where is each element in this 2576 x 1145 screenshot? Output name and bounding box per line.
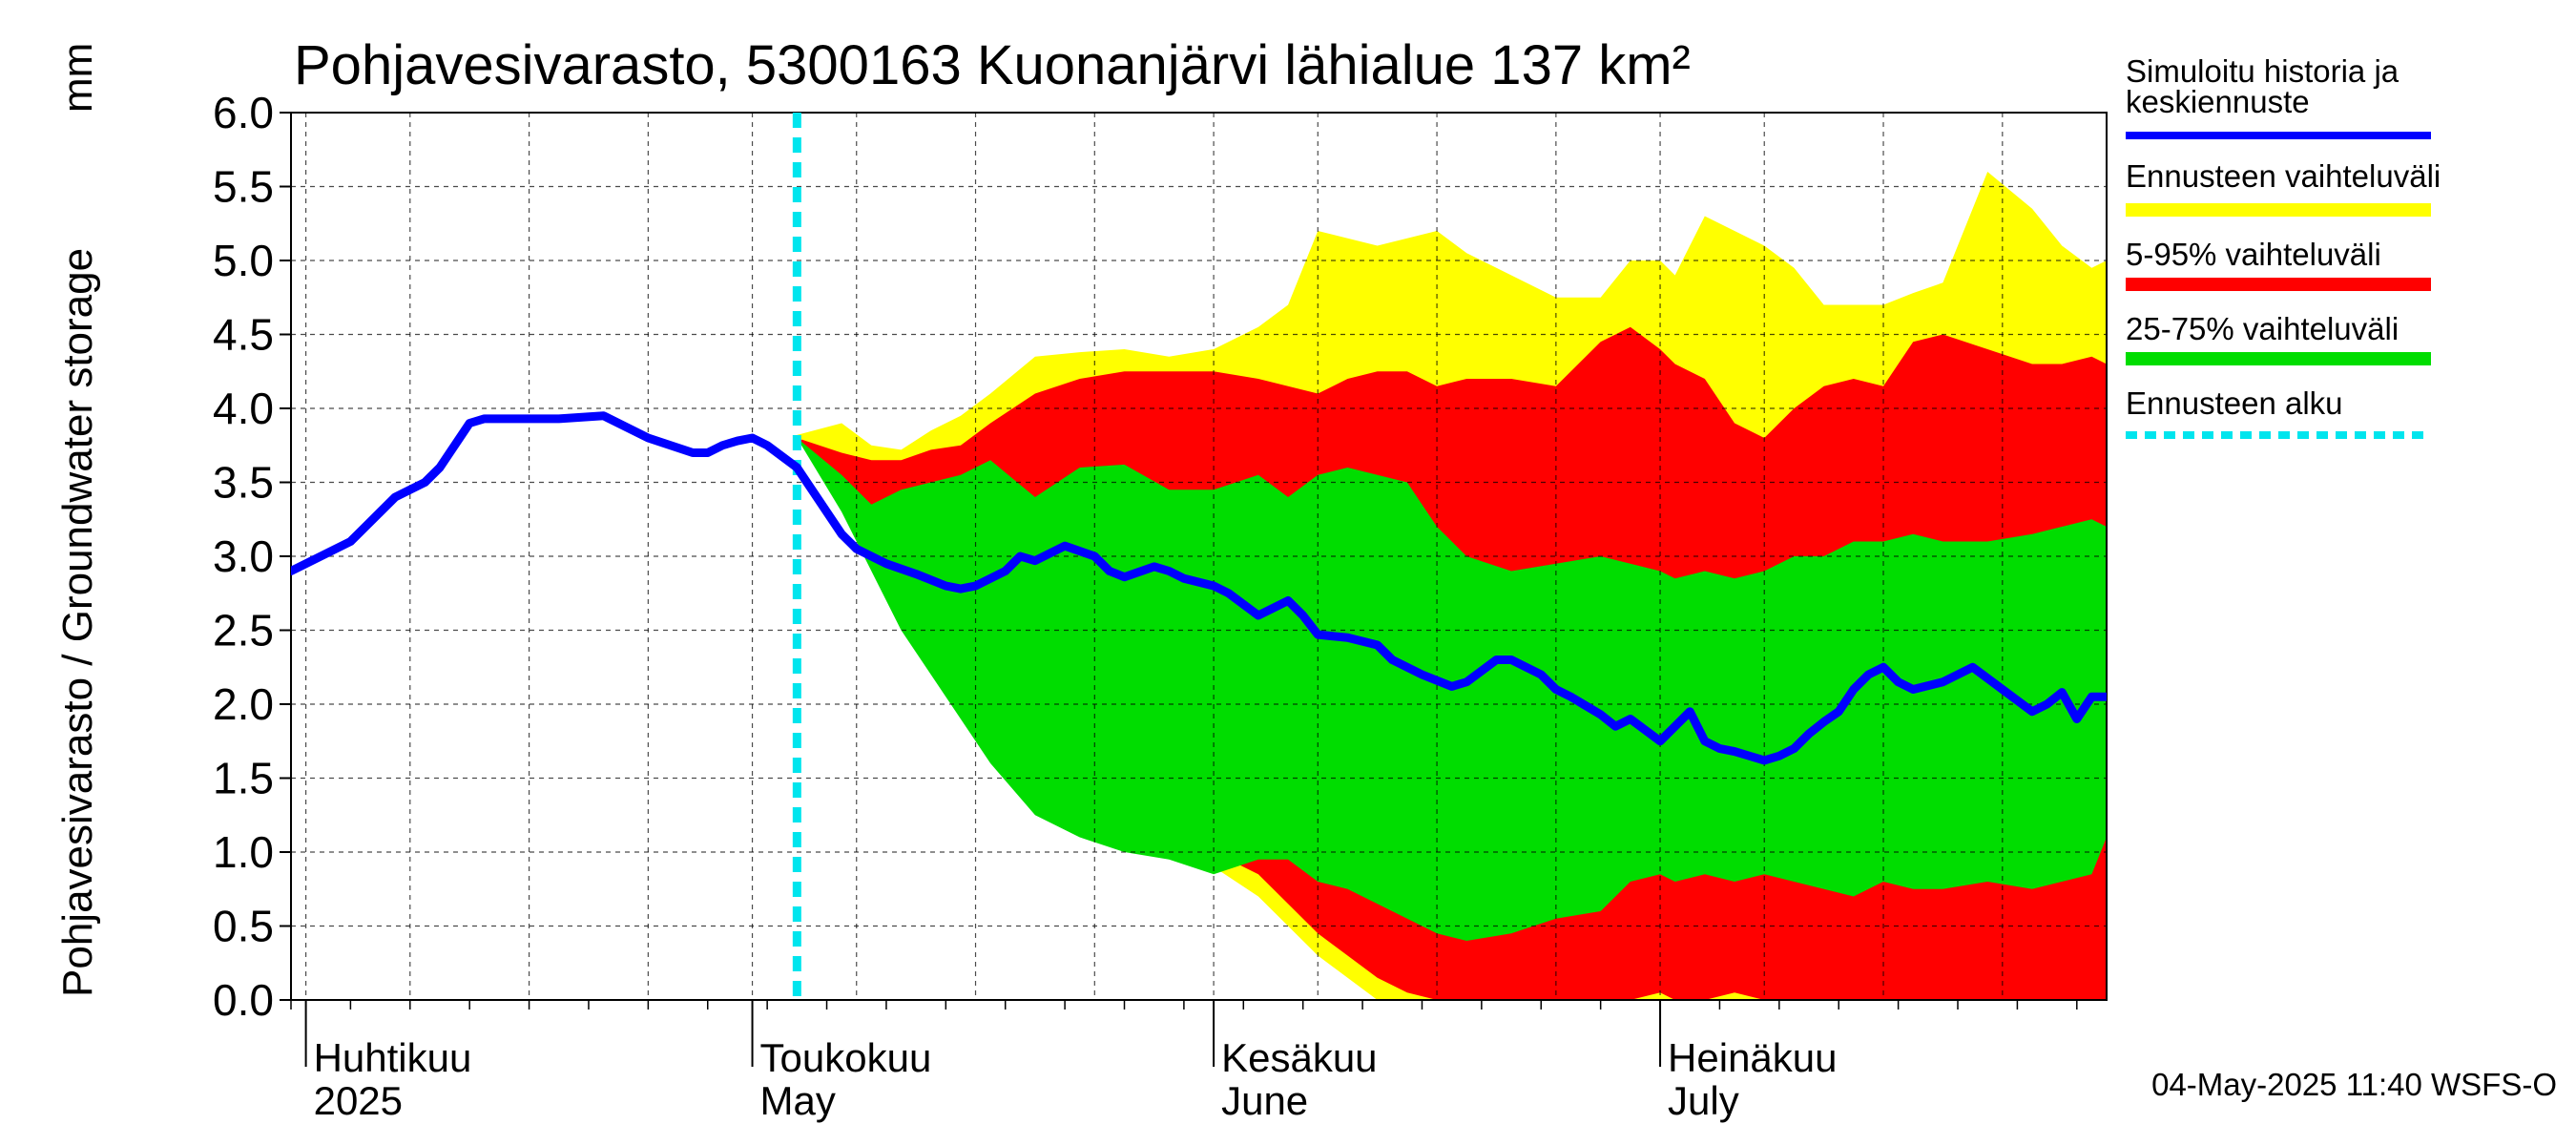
legend-entry: 25-75% vaihteluväli — [2126, 311, 2431, 365]
chart-title: Pohjavesivarasto, 5300163 Kuonanjärvi lä… — [294, 34, 1691, 96]
legend-label-line2: keskiennuste — [2126, 84, 2310, 119]
y-axis-label: Pohjavesivarasto / Groundwater storage — [54, 248, 101, 997]
month-label-en: 2025 — [314, 1078, 403, 1123]
legend-label: Simuloitu historia ja — [2126, 53, 2399, 89]
y-tick-label: 5.5 — [213, 162, 274, 212]
legend-label: 25-75% vaihteluväli — [2126, 311, 2399, 346]
month-label-fi: Huhtikuu — [314, 1035, 472, 1080]
y-tick-label: 0.5 — [213, 902, 274, 951]
y-tick-label: 1.0 — [213, 827, 274, 877]
y-tick-label: 2.0 — [213, 679, 274, 729]
timestamp-footer: 04-May-2025 11:40 WSFS-O — [2151, 1067, 2557, 1102]
legend-entry: Ennusteen vaihteluväli — [2126, 158, 2441, 217]
y-tick-label: 1.5 — [213, 754, 274, 803]
y-tick-label: 3.0 — [213, 531, 274, 581]
month-label-en: June — [1221, 1078, 1308, 1123]
legend-entry: Ennusteen alku — [2126, 385, 2431, 439]
y-ticks: 0.0 0.5 1.0 1.5 2.0 2.5 3.0 3.5 4.0 4.5 5.0 5.5 6.0 — [213, 88, 291, 1025]
y-tick-label: 4.5 — [213, 310, 274, 360]
legend-label: 5-95% vaihteluväli — [2126, 237, 2381, 272]
grid — [291, 112, 2107, 1001]
legend-label: Ennusteen vaihteluväli — [2126, 158, 2441, 194]
y-tick-label: 2.5 — [213, 606, 274, 656]
bands — [797, 172, 2107, 1000]
plot-area: 0.0 0.5 1.0 1.5 2.0 2.5 3.0 3.5 4.0 4.5 5.0 5.5 6.0 H… — [213, 88, 2108, 1123]
y-tick-label: 5.0 — [213, 236, 274, 285]
month-label-en: May — [760, 1078, 836, 1123]
month-label-fi: Kesäkuu — [1221, 1035, 1377, 1080]
legend-entry: 5-95% vaihteluväli — [2126, 237, 2431, 291]
y-tick-label: 3.5 — [213, 458, 274, 508]
y-axis-unit: mm — [54, 43, 101, 113]
month-label-fi: Toukokuu — [760, 1035, 932, 1080]
y-tick-label: 0.0 — [213, 975, 274, 1025]
y-tick-label: 4.0 — [213, 384, 274, 433]
y-tick-label: 6.0 — [213, 88, 274, 137]
month-label-fi: Heinäkuu — [1668, 1035, 1837, 1080]
legend-label: Ennusteen alku — [2126, 385, 2343, 421]
series-mean-line — [291, 411, 2107, 765]
month-label-en: July — [1668, 1078, 1739, 1123]
